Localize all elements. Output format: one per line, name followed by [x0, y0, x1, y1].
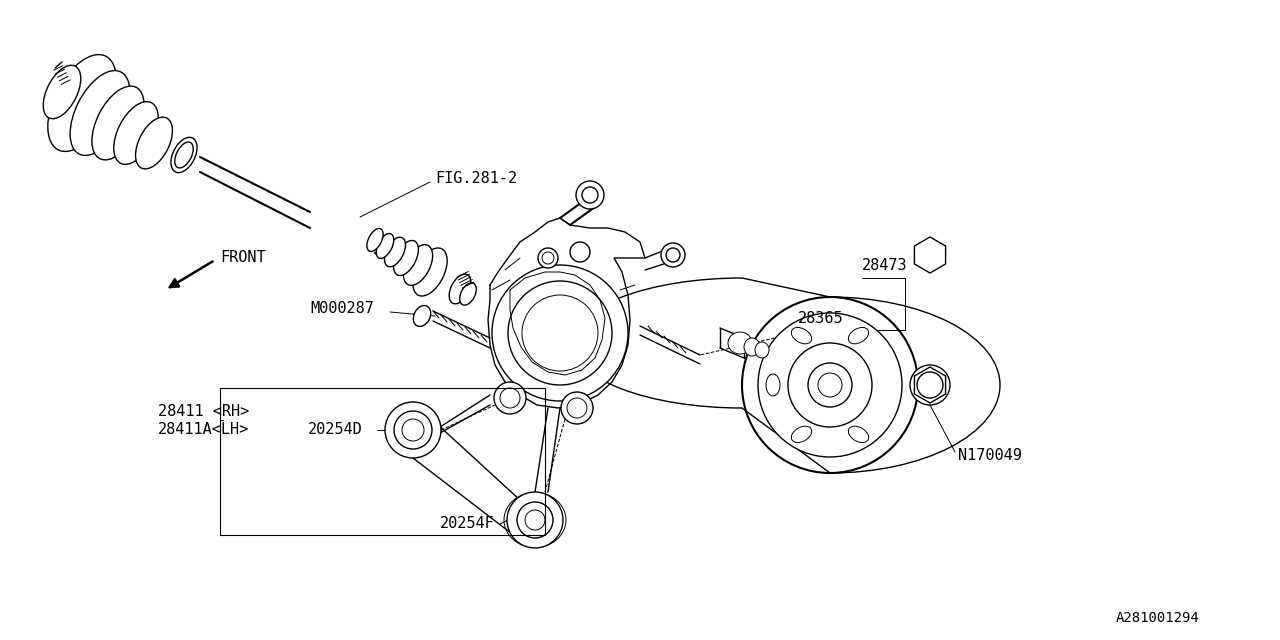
Text: 20254F: 20254F	[440, 516, 495, 531]
Circle shape	[394, 411, 433, 449]
Circle shape	[742, 297, 918, 473]
Circle shape	[788, 343, 872, 427]
Circle shape	[492, 265, 628, 401]
Ellipse shape	[393, 241, 419, 276]
Ellipse shape	[744, 338, 760, 356]
Circle shape	[402, 419, 424, 441]
Circle shape	[808, 363, 852, 407]
Ellipse shape	[460, 283, 476, 305]
Text: N170049: N170049	[957, 449, 1021, 463]
Circle shape	[522, 295, 598, 371]
Ellipse shape	[44, 65, 81, 119]
Circle shape	[561, 392, 593, 424]
Ellipse shape	[367, 228, 383, 252]
Circle shape	[508, 281, 612, 385]
Ellipse shape	[755, 342, 769, 358]
Text: M000287: M000287	[310, 301, 374, 316]
Ellipse shape	[114, 102, 159, 164]
Ellipse shape	[765, 374, 780, 396]
Circle shape	[582, 187, 598, 203]
Ellipse shape	[413, 248, 447, 296]
Ellipse shape	[728, 332, 753, 354]
Text: 20254D: 20254D	[308, 422, 362, 438]
Circle shape	[666, 248, 680, 262]
Circle shape	[507, 492, 563, 548]
Ellipse shape	[70, 70, 129, 156]
Ellipse shape	[175, 142, 193, 168]
Circle shape	[385, 402, 442, 458]
Ellipse shape	[384, 237, 406, 267]
Circle shape	[818, 373, 842, 397]
Circle shape	[500, 388, 520, 408]
Ellipse shape	[791, 426, 812, 442]
Text: A281001294: A281001294	[1116, 611, 1201, 625]
Text: 28473: 28473	[861, 257, 908, 273]
Circle shape	[541, 252, 554, 264]
Circle shape	[525, 510, 545, 530]
Bar	[220, 388, 545, 535]
Text: FIG.281-2: FIG.281-2	[435, 170, 517, 186]
Circle shape	[570, 242, 590, 262]
Ellipse shape	[172, 138, 197, 173]
Circle shape	[567, 398, 588, 418]
Ellipse shape	[376, 234, 394, 259]
Text: 28411A<LH>: 28411A<LH>	[157, 422, 250, 438]
Circle shape	[517, 502, 553, 538]
Text: 28365: 28365	[797, 310, 844, 326]
Ellipse shape	[449, 274, 471, 304]
Ellipse shape	[47, 54, 116, 152]
Ellipse shape	[849, 426, 869, 442]
Circle shape	[576, 181, 604, 209]
Circle shape	[494, 382, 526, 414]
Circle shape	[538, 248, 558, 268]
Ellipse shape	[413, 305, 430, 326]
Ellipse shape	[403, 244, 433, 285]
Ellipse shape	[136, 117, 173, 169]
Ellipse shape	[92, 86, 145, 160]
Ellipse shape	[504, 493, 566, 547]
Circle shape	[916, 372, 943, 398]
Circle shape	[660, 243, 685, 267]
Text: FRONT: FRONT	[220, 250, 266, 264]
Ellipse shape	[849, 328, 869, 344]
Circle shape	[910, 365, 950, 405]
Text: 28411 <RH>: 28411 <RH>	[157, 404, 250, 419]
Circle shape	[758, 313, 902, 457]
Ellipse shape	[791, 328, 812, 344]
